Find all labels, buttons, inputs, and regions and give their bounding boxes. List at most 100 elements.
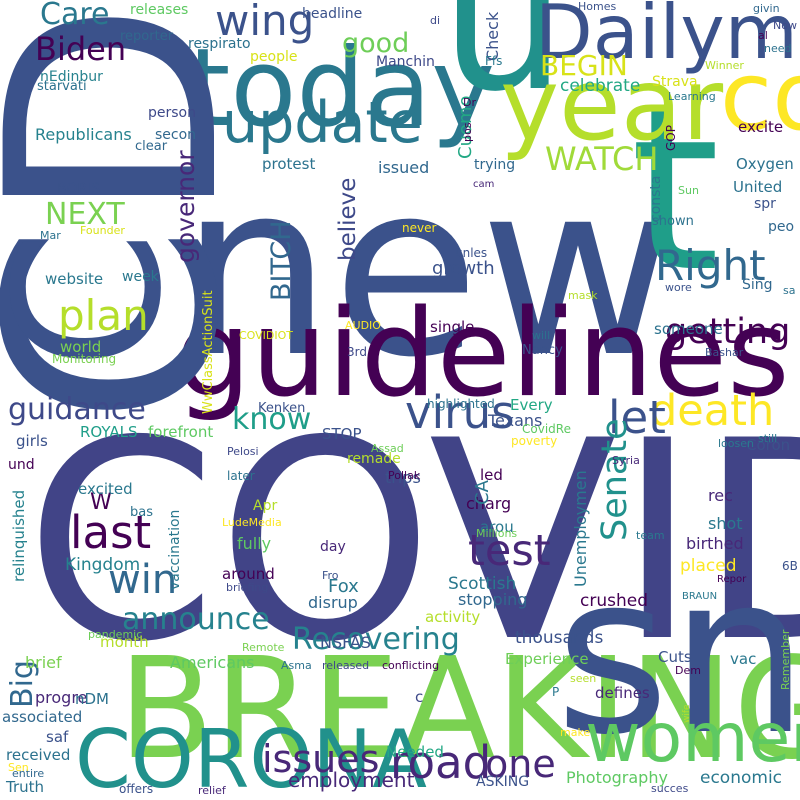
word: girls (16, 432, 48, 450)
word: Winner (705, 59, 744, 72)
word: Kenken (258, 401, 306, 416)
word: spr (754, 196, 776, 212)
word: birthed (686, 534, 744, 553)
word: virus (405, 386, 515, 439)
word: excite (738, 118, 784, 136)
word: CORONA (75, 713, 427, 800)
word: c (415, 688, 424, 706)
word: charg (466, 494, 512, 513)
word: offers (119, 782, 154, 796)
word: relinquished (10, 489, 28, 582)
word: Manchin (376, 54, 435, 70)
word: reporter (120, 29, 174, 44)
word: briefing (226, 581, 269, 594)
word: today (188, 26, 496, 151)
word: issued (378, 158, 430, 177)
word: Founder (80, 224, 125, 237)
word: sa (783, 284, 796, 297)
word: pos (461, 122, 474, 142)
word: Asma (281, 659, 312, 672)
word: al (758, 29, 768, 42)
word: Homes (578, 0, 617, 13)
word: Dr (463, 96, 476, 109)
word: brief (25, 653, 62, 672)
word: led (480, 466, 503, 484)
word: thousands (515, 628, 604, 648)
word: week (122, 269, 159, 285)
word: Learning (668, 90, 716, 103)
word: website (45, 270, 104, 288)
word: COVID (25, 382, 800, 702)
word: Dem (675, 664, 701, 677)
word: vaccination (167, 509, 183, 590)
word: Bashar (705, 346, 744, 359)
word: headline (302, 6, 363, 22)
word: guidance (8, 392, 146, 427)
word: people (250, 49, 298, 65)
word: Experience (505, 650, 589, 668)
word: growth (432, 258, 495, 279)
word: one (485, 742, 556, 786)
word: LudeMedia (222, 516, 282, 529)
word: 6B (782, 559, 798, 573)
word: BITCH (266, 220, 297, 301)
word: Right (655, 241, 766, 290)
word: u (440, 0, 567, 136)
word: W (90, 490, 112, 515)
word: highlighted (427, 397, 495, 411)
word: trying (474, 157, 516, 173)
word: believe (335, 177, 361, 261)
word: announce (122, 602, 270, 637)
word: respirato (188, 36, 251, 52)
word: co (720, 42, 800, 152)
word: succes (651, 782, 689, 795)
word: GOP (664, 125, 678, 151)
word: guidelines (175, 285, 790, 424)
word: road (390, 736, 492, 789)
word: trips (385, 468, 421, 487)
word: later (227, 469, 255, 483)
word: placed (680, 556, 737, 576)
word: starvati (37, 79, 87, 94)
word: WwClassActionSuit (201, 290, 216, 414)
word: unles (455, 246, 488, 260)
word: Every (510, 396, 553, 414)
word: CA (472, 480, 493, 505)
word: relief (198, 784, 226, 797)
word: plan (58, 291, 149, 340)
word: shown (652, 214, 694, 229)
word: make (560, 726, 591, 739)
word: Senate (595, 418, 635, 541)
word: celebrate (560, 76, 641, 96)
word: Fox (328, 576, 359, 597)
word: year (500, 46, 724, 163)
word: crushed (580, 591, 648, 611)
word: Millions (476, 527, 518, 540)
word: cam (473, 179, 495, 190)
word: win (108, 557, 178, 603)
word: around (222, 565, 275, 583)
word: Kingdom (65, 555, 141, 575)
word: let (608, 391, 666, 444)
word: di (430, 14, 441, 27)
word: ROYALS (80, 423, 138, 441)
word: Apr (253, 498, 278, 514)
word: Recovering (292, 622, 460, 657)
word: employment (288, 768, 415, 792)
word: excited (78, 480, 133, 498)
word: nDM (75, 690, 109, 708)
word: Dailym (535, 0, 798, 76)
word: Remote (242, 641, 285, 654)
word: last (70, 506, 152, 559)
word: Ffs (485, 54, 503, 68)
word: Nancy (522, 343, 563, 358)
word: Cuts (658, 648, 692, 666)
word: 3rd (347, 345, 367, 359)
word: test (468, 526, 551, 576)
word: new (180, 130, 677, 410)
word: released (322, 659, 370, 672)
word: wore (665, 281, 692, 294)
word: Repor (717, 574, 747, 585)
word: clear (135, 139, 168, 154)
